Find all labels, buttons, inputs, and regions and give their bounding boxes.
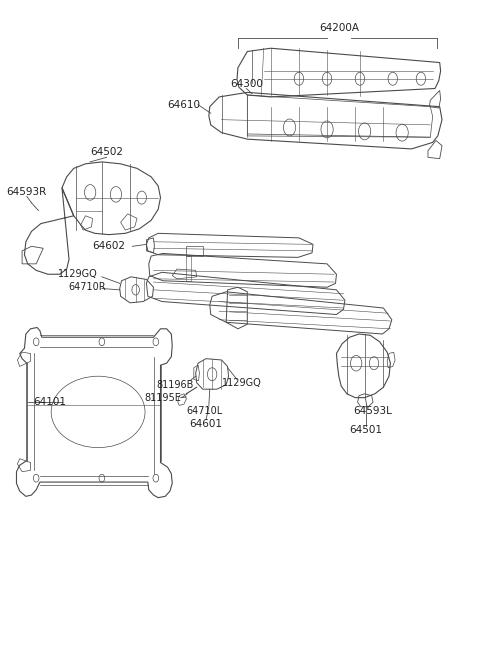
Text: 64502: 64502 (90, 147, 123, 157)
Text: 64300: 64300 (230, 79, 263, 89)
Text: 64610: 64610 (168, 100, 201, 110)
Text: 64602: 64602 (93, 241, 125, 252)
Text: 64601: 64601 (190, 419, 223, 428)
Text: 64710L: 64710L (186, 405, 222, 416)
Text: 64710R: 64710R (68, 282, 106, 292)
Text: 64593R: 64593R (7, 187, 47, 197)
Text: 64200A: 64200A (319, 24, 359, 33)
Text: 64501: 64501 (349, 425, 382, 435)
Text: 64101: 64101 (33, 397, 66, 407)
Text: 64593L: 64593L (354, 405, 393, 416)
Text: 1129GQ: 1129GQ (58, 269, 97, 279)
Text: 81195E: 81195E (144, 392, 181, 403)
Text: 81196B: 81196B (156, 380, 193, 390)
Text: 1129GQ: 1129GQ (222, 378, 262, 388)
